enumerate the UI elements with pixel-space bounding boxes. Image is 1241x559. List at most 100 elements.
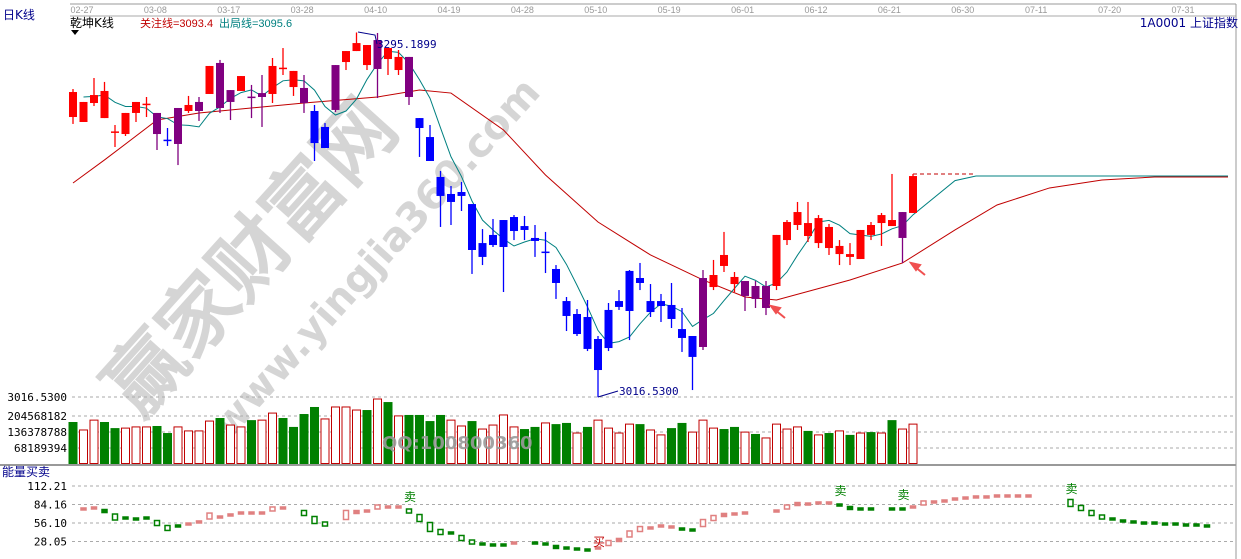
energy-mark — [563, 546, 570, 550]
volume-bar — [121, 427, 130, 464]
candle — [121, 112, 130, 136]
energy-mark — [321, 521, 329, 527]
energy-mark — [1119, 519, 1127, 523]
energy-mark — [353, 509, 360, 515]
energy-mark — [426, 521, 434, 533]
candle-body — [384, 48, 392, 60]
date-tick: 07-11 — [1025, 5, 1047, 15]
energy-y-tick: 28.05 — [34, 536, 67, 549]
energy-panel-title[interactable]: 能量买卖 — [2, 465, 50, 479]
candle-body — [468, 204, 476, 250]
volume-bar — [488, 424, 498, 464]
date-tick: 06-01 — [731, 5, 754, 15]
energy-mark — [983, 495, 990, 499]
volume-bar — [425, 421, 435, 464]
energy-mark — [311, 515, 318, 525]
energy-mark — [174, 524, 182, 528]
date-tick: 07-20 — [1098, 5, 1121, 15]
candle — [898, 212, 907, 263]
volume-bar — [572, 432, 582, 464]
candle — [678, 307, 686, 352]
energy-mark — [1067, 498, 1074, 508]
energy-mark — [405, 508, 413, 514]
energy-mark — [206, 512, 213, 520]
candle-body — [499, 220, 508, 247]
candle-body — [615, 301, 623, 307]
energy-mark — [657, 524, 665, 528]
volume-bar — [646, 429, 655, 464]
date-tick: 03-17 — [217, 5, 240, 15]
candle-body — [793, 212, 802, 225]
candle — [520, 215, 529, 241]
candle — [709, 259, 718, 291]
candle-body — [111, 131, 119, 133]
energy-mark — [668, 525, 675, 529]
volume-bar — [740, 431, 750, 464]
volume-bar — [383, 402, 393, 464]
candle — [783, 220, 791, 246]
candle — [583, 300, 592, 352]
candle — [835, 240, 844, 266]
candle-body — [636, 278, 644, 283]
volume-bar — [877, 432, 886, 464]
candle-body — [604, 309, 613, 349]
volume-bar — [352, 409, 361, 464]
volume-bar — [635, 424, 645, 464]
date-tick: 02-27 — [70, 5, 93, 15]
volume-bar — [719, 429, 729, 464]
candle-body — [279, 67, 287, 70]
energy-mark — [1077, 504, 1085, 512]
candle — [793, 201, 802, 230]
energy-mark — [993, 494, 1001, 498]
energy-mark — [1172, 522, 1179, 526]
candle — [205, 65, 214, 94]
volume-bar — [551, 424, 561, 464]
period-label[interactable]: 日K线 — [3, 8, 35, 22]
candle — [510, 215, 518, 241]
volume-bar — [310, 406, 319, 464]
energy-mark — [1161, 522, 1169, 526]
energy-mark — [384, 505, 392, 509]
candle-body — [457, 192, 466, 196]
candle-body — [153, 112, 161, 135]
candle-body — [762, 285, 770, 308]
sell-signal: 卖 — [1065, 482, 1077, 496]
exit-line-value: 出局线=3095.6 — [219, 16, 292, 30]
candle — [174, 107, 182, 166]
candle-body — [741, 281, 749, 296]
energy-mark — [678, 527, 686, 531]
energy-mark — [552, 544, 560, 550]
energy-mark — [489, 543, 497, 547]
volume-bar — [709, 427, 718, 464]
volume-bar — [89, 419, 99, 465]
volume-bar — [478, 428, 487, 464]
candle — [636, 262, 644, 291]
energy-mark — [1088, 509, 1095, 517]
energy-mark — [1182, 523, 1190, 527]
candle — [615, 290, 623, 310]
volume-bar — [268, 412, 277, 464]
dropdown-triangle-icon[interactable] — [71, 30, 79, 35]
volume-bar — [436, 414, 445, 464]
volume-bar — [625, 423, 634, 464]
volume-bar — [866, 432, 876, 464]
candle — [79, 101, 88, 122]
candle — [751, 281, 760, 308]
energy-mark — [111, 513, 119, 521]
candle-body — [678, 329, 686, 338]
volume-bar — [656, 434, 666, 465]
volume-bar — [394, 415, 403, 465]
candle-body — [846, 254, 854, 257]
low-annotation: 3016.5300 — [597, 385, 679, 398]
candle — [468, 204, 476, 274]
candle — [405, 56, 413, 105]
indicator-name[interactable]: 乾坤K线 — [70, 15, 114, 30]
candle — [363, 45, 371, 71]
date-tick: 03-28 — [291, 5, 314, 15]
energy-mark — [542, 542, 549, 546]
energy-mark — [248, 511, 255, 515]
energy-mark — [153, 519, 161, 527]
volume-bar — [583, 426, 592, 464]
energy-mark — [888, 507, 896, 511]
